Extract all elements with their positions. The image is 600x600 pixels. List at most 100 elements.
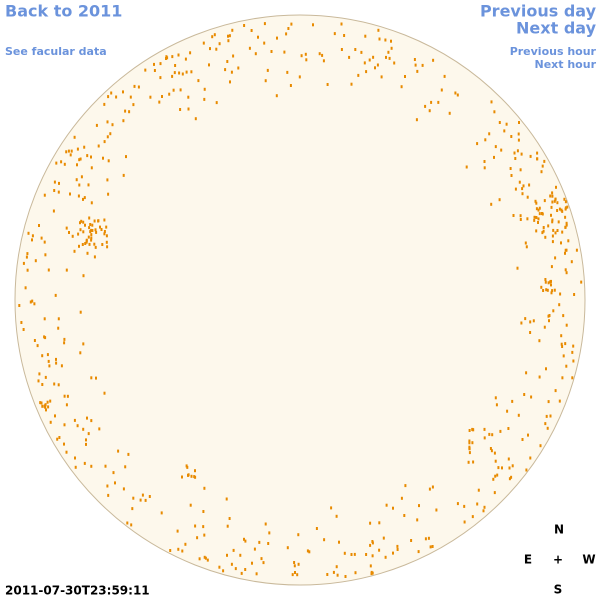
- facula: [521, 192, 524, 196]
- facula: [396, 544, 399, 548]
- facula: [506, 409, 509, 413]
- facula: [566, 205, 569, 209]
- facula: [106, 178, 109, 182]
- facula: [435, 508, 438, 512]
- facula: [45, 408, 47, 412]
- facula: [558, 303, 561, 307]
- facula: [554, 256, 557, 260]
- facula: [293, 564, 296, 568]
- previous-hour-link[interactable]: Previous hour: [510, 45, 597, 58]
- facula: [53, 382, 56, 386]
- previous-day-link[interactable]: Previous day: [480, 2, 597, 21]
- facula: [177, 53, 180, 57]
- next-hour-link[interactable]: Next hour: [535, 58, 597, 71]
- facula: [203, 97, 206, 101]
- facula: [133, 84, 136, 88]
- facula: [535, 201, 538, 205]
- facula: [559, 292, 562, 296]
- facula: [203, 486, 206, 490]
- facula: [476, 142, 479, 146]
- facula: [44, 403, 47, 407]
- facula: [563, 197, 566, 201]
- facula: [500, 148, 503, 152]
- compass-north: N: [554, 523, 564, 537]
- facula: [100, 228, 103, 231]
- facula: [556, 201, 559, 205]
- facula: [91, 223, 94, 227]
- facula: [535, 216, 538, 219]
- facula: [88, 226, 91, 230]
- facula: [374, 66, 376, 70]
- facula: [215, 101, 218, 105]
- facula: [432, 58, 435, 62]
- facula: [95, 376, 97, 380]
- facula: [160, 511, 163, 515]
- back-link[interactable]: Back to 2011: [5, 2, 122, 21]
- facula: [105, 225, 108, 229]
- facula: [248, 46, 251, 50]
- facula: [286, 70, 289, 74]
- facula: [255, 572, 258, 576]
- facula: [511, 399, 514, 403]
- facula: [456, 502, 459, 506]
- facula: [384, 38, 387, 42]
- facular-link[interactable]: See facular data: [5, 45, 107, 58]
- facula: [168, 92, 171, 96]
- facula: [63, 442, 65, 446]
- facula: [58, 436, 61, 439]
- facula: [79, 310, 82, 314]
- facula: [565, 223, 568, 227]
- facula: [350, 553, 353, 556]
- facula: [308, 550, 311, 554]
- facula: [350, 82, 353, 86]
- facula: [181, 72, 184, 76]
- facula: [78, 183, 81, 187]
- facula: [370, 570, 373, 574]
- facula: [538, 339, 541, 343]
- facula: [60, 160, 63, 164]
- facula: [40, 401, 43, 405]
- facula: [112, 471, 115, 475]
- facula: [82, 230, 85, 234]
- facula: [508, 477, 511, 481]
- facula: [376, 63, 379, 67]
- facula: [169, 549, 172, 552]
- facula: [537, 208, 540, 212]
- facula: [48, 364, 51, 368]
- facula: [85, 442, 87, 446]
- facula: [39, 401, 42, 405]
- facula: [512, 214, 515, 217]
- facula: [80, 219, 83, 223]
- facula: [565, 323, 568, 327]
- facula: [26, 252, 29, 256]
- facula: [498, 121, 501, 124]
- facula: [103, 232, 106, 236]
- facula: [525, 245, 528, 249]
- facula: [428, 487, 431, 491]
- facula: [86, 154, 89, 158]
- facula: [22, 261, 25, 265]
- facula: [573, 293, 576, 296]
- facula: [382, 536, 385, 540]
- facula: [364, 34, 367, 38]
- next-day-link[interactable]: Next day: [516, 19, 597, 38]
- facula: [550, 291, 553, 295]
- facula: [518, 180, 521, 184]
- facula: [206, 558, 209, 562]
- timestamp: 2011-07-30T23:59:11: [5, 584, 150, 598]
- facula: [537, 217, 540, 221]
- facula: [218, 42, 221, 46]
- facula: [468, 429, 471, 432]
- facula: [57, 383, 60, 387]
- facula: [463, 520, 466, 524]
- facula: [194, 117, 197, 121]
- facula: [565, 248, 568, 252]
- facula: [468, 447, 471, 451]
- facula: [76, 163, 78, 167]
- facula: [554, 197, 557, 201]
- facula: [564, 251, 566, 255]
- facula: [377, 28, 380, 32]
- facula: [551, 194, 554, 198]
- facula: [297, 533, 300, 537]
